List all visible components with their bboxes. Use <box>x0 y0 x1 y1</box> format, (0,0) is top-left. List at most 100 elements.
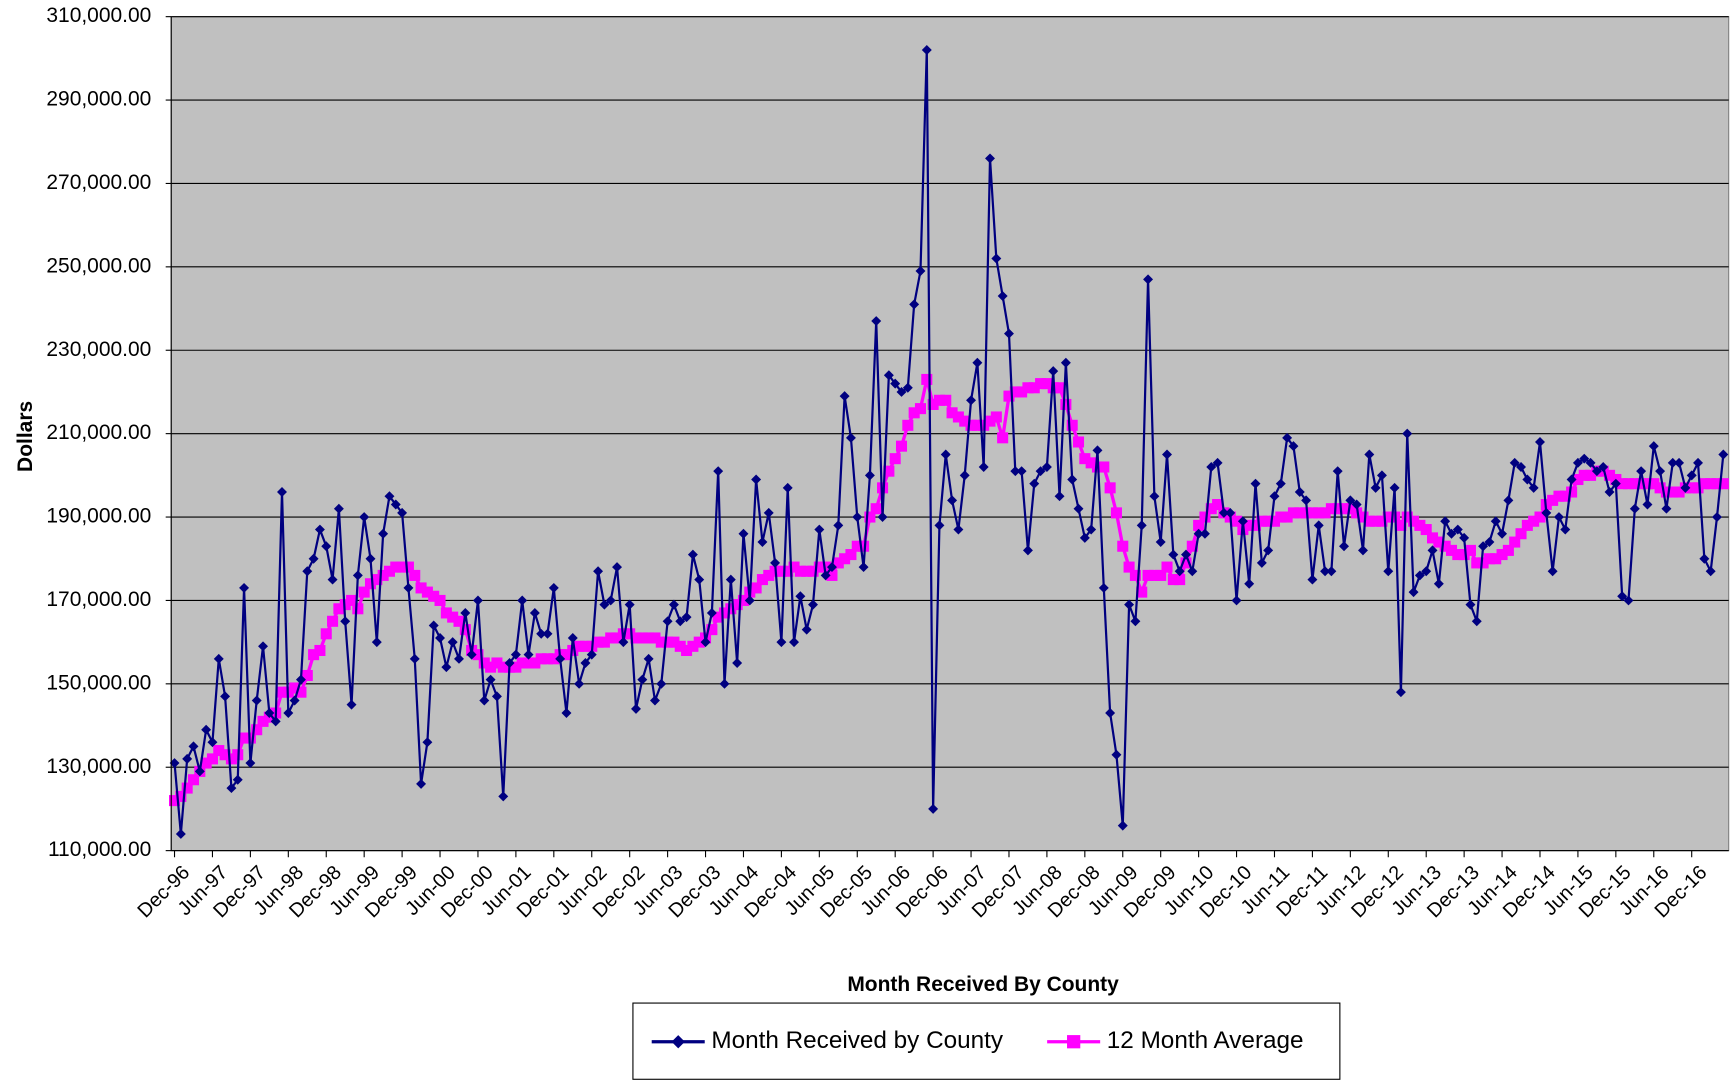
point <box>239 582 250 593</box>
point <box>637 674 648 685</box>
point <box>946 407 958 419</box>
point <box>655 636 667 648</box>
point <box>940 394 952 406</box>
point <box>997 291 1008 302</box>
point <box>523 649 534 660</box>
point <box>403 582 414 593</box>
point <box>1522 474 1533 485</box>
point <box>725 603 737 615</box>
point <box>630 632 642 644</box>
point <box>618 637 629 648</box>
point <box>1010 466 1021 477</box>
point <box>953 524 964 535</box>
point <box>985 153 995 164</box>
point <box>712 611 724 623</box>
y-tick-label: 210,000.00 <box>46 421 151 444</box>
point <box>858 562 869 573</box>
point <box>1148 569 1160 581</box>
point <box>668 636 680 648</box>
point <box>933 394 945 406</box>
point <box>871 316 882 327</box>
point <box>1660 486 1672 498</box>
point <box>257 715 269 727</box>
point <box>643 632 655 644</box>
point <box>434 594 446 606</box>
point <box>1699 553 1710 564</box>
point <box>1313 507 1325 519</box>
point <box>1452 524 1463 535</box>
y-tick-label: 230,000.00 <box>46 338 151 361</box>
point <box>1338 503 1350 515</box>
point <box>415 582 427 594</box>
point <box>238 732 250 744</box>
point <box>1187 566 1198 577</box>
point <box>1060 398 1072 410</box>
point <box>928 803 939 814</box>
point <box>1249 519 1262 531</box>
point <box>593 566 604 577</box>
point <box>1054 382 1066 394</box>
point <box>1604 469 1616 481</box>
point <box>1256 557 1267 568</box>
point <box>1186 540 1198 552</box>
point <box>321 541 332 552</box>
y-tick-label: 110,000.00 <box>48 838 151 861</box>
point <box>200 757 212 769</box>
point <box>770 557 781 568</box>
point <box>1535 437 1545 447</box>
point <box>687 549 698 560</box>
point <box>416 778 427 789</box>
point <box>1117 820 1128 831</box>
point <box>927 398 939 410</box>
point <box>1067 474 1078 485</box>
point <box>491 657 503 669</box>
point <box>422 737 433 748</box>
point <box>1566 486 1578 498</box>
point <box>352 603 364 615</box>
point <box>1231 515 1243 527</box>
point <box>971 419 983 431</box>
point <box>908 407 920 419</box>
point <box>1320 566 1331 577</box>
point <box>561 708 572 718</box>
point <box>1642 499 1653 510</box>
point <box>1471 616 1482 627</box>
point <box>206 753 218 765</box>
point <box>535 653 547 665</box>
point <box>1123 561 1135 573</box>
point <box>706 624 718 636</box>
point <box>858 540 870 552</box>
point <box>1661 503 1672 514</box>
point <box>472 649 484 661</box>
point <box>997 432 1009 444</box>
point <box>1287 507 1299 519</box>
point <box>1712 512 1722 523</box>
point <box>1496 549 1508 561</box>
point <box>775 565 787 577</box>
point <box>706 607 717 618</box>
point <box>1180 557 1192 569</box>
point <box>1009 386 1021 398</box>
point <box>1617 591 1628 602</box>
point <box>314 644 326 656</box>
point <box>1521 519 1533 531</box>
point <box>1319 507 1331 519</box>
point <box>175 828 186 839</box>
point <box>605 632 617 644</box>
point <box>1616 478 1628 490</box>
point <box>346 699 357 710</box>
point <box>1383 566 1394 577</box>
point <box>1408 515 1420 527</box>
point <box>656 678 667 689</box>
legend-label: 12 Month Average <box>1107 1027 1304 1054</box>
point <box>1667 486 1679 498</box>
point <box>245 758 256 769</box>
point <box>681 612 692 623</box>
point <box>466 649 477 660</box>
point <box>1085 457 1097 469</box>
point <box>1073 503 1084 514</box>
point <box>1484 537 1495 548</box>
point <box>1464 544 1476 556</box>
point <box>1066 419 1078 431</box>
point <box>1364 449 1375 460</box>
